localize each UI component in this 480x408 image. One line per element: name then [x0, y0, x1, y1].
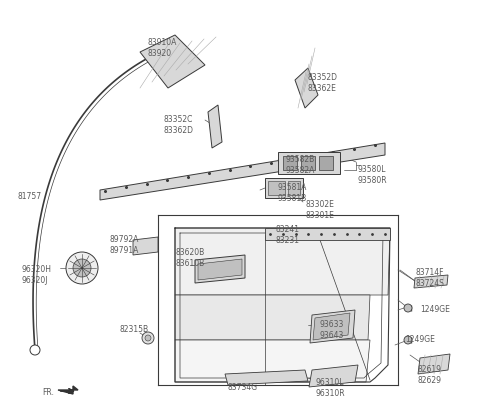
Polygon shape [278, 152, 340, 174]
Polygon shape [140, 35, 205, 88]
Text: 83910A
83920: 83910A 83920 [148, 38, 178, 58]
Circle shape [30, 345, 40, 355]
Polygon shape [265, 228, 390, 240]
Circle shape [142, 332, 154, 344]
Polygon shape [133, 237, 158, 255]
Text: 83352D
83362E: 83352D 83362E [308, 73, 338, 93]
Text: FR.: FR. [42, 388, 54, 397]
Text: 93581A
93581B: 93581A 93581B [277, 183, 306, 203]
Text: 83734G: 83734G [228, 383, 258, 392]
Text: 89792A
89791A: 89792A 89791A [110, 235, 139, 255]
Polygon shape [288, 181, 300, 195]
Polygon shape [265, 178, 303, 198]
Circle shape [404, 336, 412, 344]
Polygon shape [313, 313, 350, 340]
Polygon shape [301, 156, 315, 170]
Text: 81757: 81757 [18, 192, 42, 201]
Polygon shape [268, 181, 285, 195]
Text: 93582B
93582A: 93582B 93582A [285, 155, 314, 175]
Text: 83352C
83362D: 83352C 83362D [163, 115, 193, 135]
Polygon shape [225, 370, 308, 385]
Text: 82315B: 82315B [120, 325, 149, 334]
Polygon shape [418, 354, 450, 374]
Text: 96310L
96310R: 96310L 96310R [315, 378, 345, 398]
Text: 93633
93643: 93633 93643 [320, 320, 344, 340]
Text: 93580L
93580R: 93580L 93580R [358, 165, 388, 185]
Polygon shape [175, 228, 390, 295]
Text: 83620B
83610B: 83620B 83610B [175, 248, 204, 268]
Polygon shape [319, 156, 333, 170]
Polygon shape [208, 105, 222, 148]
Text: 83714F
83724S: 83714F 83724S [415, 268, 444, 288]
Polygon shape [198, 259, 242, 280]
Circle shape [66, 252, 98, 284]
Circle shape [145, 335, 151, 341]
Text: 82619
82629: 82619 82629 [418, 365, 442, 385]
Polygon shape [310, 310, 355, 343]
Polygon shape [309, 365, 358, 387]
Text: 83241
83231: 83241 83231 [275, 225, 299, 245]
Polygon shape [414, 275, 448, 288]
Polygon shape [175, 340, 370, 382]
Circle shape [404, 304, 412, 312]
Circle shape [73, 259, 91, 277]
Text: 96320H
96320J: 96320H 96320J [22, 265, 52, 285]
Polygon shape [195, 255, 245, 283]
Polygon shape [58, 386, 78, 394]
Polygon shape [283, 156, 297, 170]
Polygon shape [295, 68, 318, 108]
Polygon shape [175, 295, 370, 340]
Text: 1249GE: 1249GE [405, 335, 435, 344]
Text: 1249GE: 1249GE [420, 305, 450, 314]
Polygon shape [100, 143, 385, 200]
Text: 83302E
83301E: 83302E 83301E [305, 200, 334, 220]
